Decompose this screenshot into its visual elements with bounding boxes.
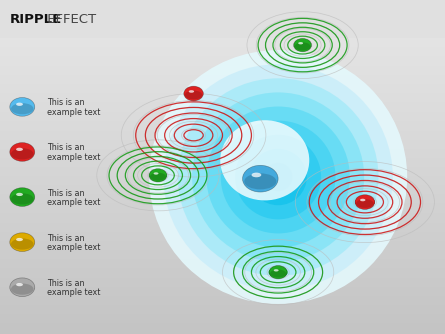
Text: example text: example text (47, 108, 100, 117)
Circle shape (269, 266, 287, 279)
FancyBboxPatch shape (0, 0, 445, 38)
Circle shape (184, 86, 203, 101)
Ellipse shape (298, 42, 303, 44)
Circle shape (10, 98, 35, 116)
Ellipse shape (264, 163, 292, 191)
Ellipse shape (184, 93, 203, 97)
Ellipse shape (206, 107, 350, 247)
Ellipse shape (274, 269, 279, 272)
Ellipse shape (11, 103, 33, 114)
Ellipse shape (16, 238, 23, 241)
Ellipse shape (360, 199, 365, 201)
Ellipse shape (11, 284, 33, 295)
Text: This is an: This is an (47, 234, 84, 242)
Text: This is an: This is an (47, 279, 84, 288)
Ellipse shape (220, 120, 309, 200)
Ellipse shape (16, 283, 23, 286)
Text: example text: example text (47, 243, 100, 252)
Ellipse shape (235, 135, 321, 219)
Ellipse shape (243, 177, 278, 184)
Ellipse shape (16, 193, 23, 196)
Ellipse shape (149, 175, 167, 178)
Ellipse shape (221, 121, 336, 233)
Text: This is an: This is an (47, 189, 84, 197)
Circle shape (10, 143, 35, 161)
Ellipse shape (355, 201, 375, 205)
Ellipse shape (269, 272, 287, 275)
Ellipse shape (10, 106, 35, 111)
Circle shape (294, 38, 311, 52)
Ellipse shape (356, 199, 374, 208)
Ellipse shape (10, 241, 35, 246)
Ellipse shape (189, 90, 194, 93)
Ellipse shape (185, 91, 202, 100)
Ellipse shape (154, 172, 158, 175)
Ellipse shape (10, 286, 35, 291)
Ellipse shape (11, 148, 33, 159)
Ellipse shape (10, 196, 35, 201)
Ellipse shape (192, 93, 364, 262)
Circle shape (149, 169, 167, 182)
Text: example text: example text (47, 153, 100, 162)
Ellipse shape (163, 64, 393, 290)
Ellipse shape (178, 78, 379, 276)
Circle shape (355, 195, 375, 209)
Circle shape (10, 188, 35, 206)
Ellipse shape (10, 151, 35, 156)
Ellipse shape (150, 173, 166, 181)
Ellipse shape (11, 238, 33, 249)
Ellipse shape (244, 173, 276, 189)
Ellipse shape (11, 193, 33, 204)
Ellipse shape (270, 270, 286, 278)
Text: RIPPLE: RIPPLE (10, 13, 62, 26)
Ellipse shape (149, 50, 407, 304)
Ellipse shape (295, 42, 311, 50)
Text: example text: example text (47, 288, 100, 297)
Ellipse shape (16, 148, 23, 151)
Text: This is an: This is an (47, 99, 84, 107)
Text: This is an: This is an (47, 144, 84, 152)
Ellipse shape (16, 103, 23, 106)
Circle shape (10, 278, 35, 297)
Circle shape (10, 233, 35, 252)
Circle shape (243, 165, 278, 192)
Text: example text: example text (47, 198, 100, 207)
Ellipse shape (251, 173, 261, 177)
Ellipse shape (250, 149, 307, 205)
Text: EFFECT: EFFECT (43, 13, 96, 26)
Ellipse shape (294, 44, 311, 48)
